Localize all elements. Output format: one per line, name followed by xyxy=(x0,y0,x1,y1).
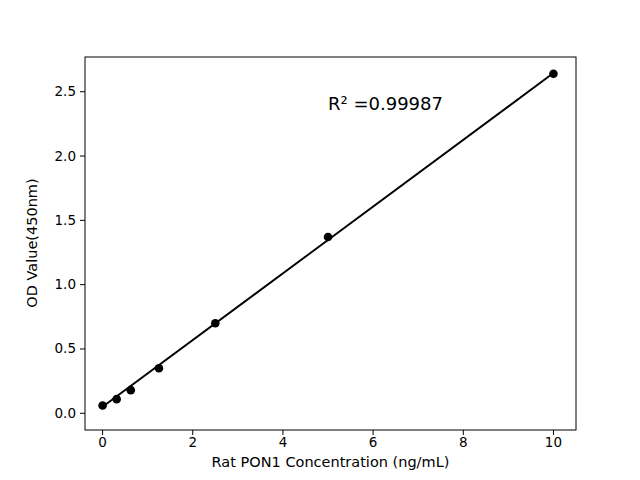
x-tick-label: 4 xyxy=(279,434,288,450)
x-axis-title: Rat PON1 Concentration (ng/mL) xyxy=(85,454,576,470)
y-tick-label: 2.0 xyxy=(55,148,76,164)
standard-curve-figure: 0 2 4 6 8 10 0.0 0.5 1.0 1.5 2.0 2.5 Rat PON1 Conce… xyxy=(0,0,640,480)
x-tick-label: 6 xyxy=(369,434,378,450)
data-point xyxy=(98,401,107,410)
r-squared-annotation: R² =0.99987 xyxy=(328,93,443,114)
x-tick-label: 0 xyxy=(98,434,107,450)
data-point xyxy=(155,364,164,373)
data-point xyxy=(126,386,135,395)
y-tick-label: 2.5 xyxy=(55,83,76,99)
x-tick-label: 10 xyxy=(545,434,562,450)
y-tick-label: 1.5 xyxy=(55,212,76,228)
x-tick-label: 2 xyxy=(188,434,197,450)
data-point xyxy=(549,69,558,78)
data-point xyxy=(211,319,220,328)
data-point xyxy=(112,395,121,404)
y-axis-title: OD Value(450nm) xyxy=(24,178,40,307)
chart-canvas: 0 2 4 6 8 10 0.0 0.5 1.0 1.5 2.0 2.5 xyxy=(0,0,640,480)
y-tick-label: 0.5 xyxy=(55,340,76,356)
data-point xyxy=(324,233,333,242)
x-tick-label: 8 xyxy=(459,434,468,450)
y-tick-label: 0.0 xyxy=(55,405,76,421)
y-tick-label: 1.0 xyxy=(55,276,76,292)
